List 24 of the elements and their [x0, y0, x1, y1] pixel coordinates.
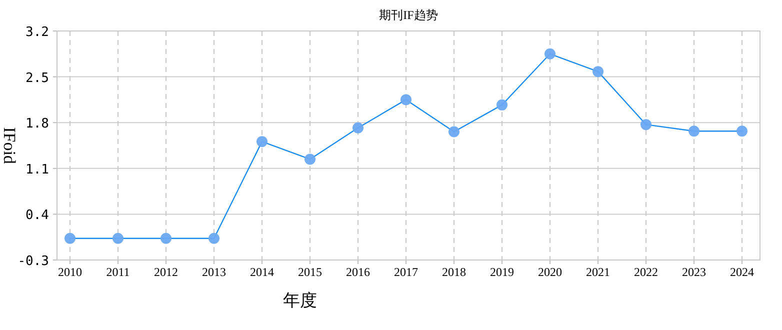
x-tick-label: 2015 — [298, 265, 322, 279]
x-tick-label: 2011 — [106, 265, 130, 279]
y-tick-label: 1.8 — [26, 116, 49, 132]
x-tick-label: 2019 — [490, 265, 514, 279]
x-tick-label: 2022 — [634, 265, 658, 279]
x-axis-title: 年度 — [283, 291, 317, 310]
y-tick-label: 1.1 — [26, 162, 49, 178]
y-tick-label: 0.4 — [26, 208, 50, 224]
x-tick-label: 2013 — [202, 265, 226, 279]
x-tick-label: 2020 — [538, 265, 562, 279]
x-tick-label: 2017 — [394, 265, 418, 279]
y-tick-label: 3.2 — [26, 25, 49, 40]
x-tick-label: 2023 — [682, 265, 706, 279]
chart-title: 期刊IF趋势 — [379, 8, 438, 22]
x-tick-label: 2021 — [586, 265, 610, 279]
x-tick-label: 2012 — [154, 265, 178, 279]
y-axis-title: IFoid — [0, 127, 19, 164]
x-tick-label: 2014 — [250, 265, 274, 279]
y-tick-label: -0.3 — [18, 254, 49, 269]
x-tick-label: 2016 — [346, 265, 370, 279]
x-tick-label: 2010 — [58, 265, 82, 279]
x-tick-label: 2024 — [730, 265, 754, 279]
x-tick-label: 2018 — [442, 265, 466, 279]
y-tick-label: 2.5 — [26, 70, 49, 86]
